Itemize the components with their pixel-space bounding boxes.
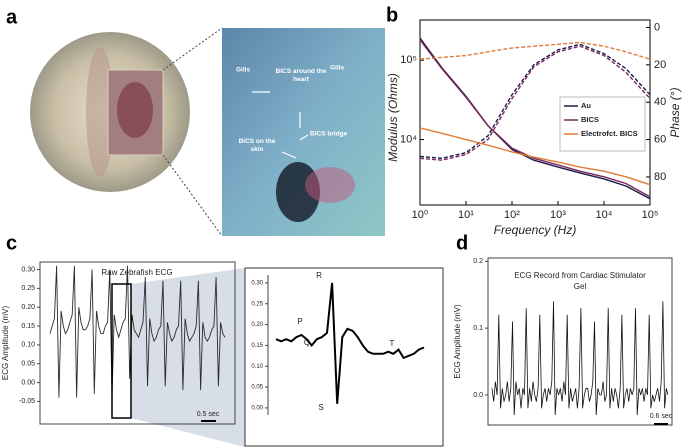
wave-label: P (297, 317, 302, 326)
y-tick-label: 0.15 (251, 343, 263, 349)
y-axis-label: Modulus (Ohms) (386, 73, 400, 162)
panel-label: b (386, 4, 398, 26)
photo-label: Gills (236, 67, 250, 74)
y-tick-label: 0.00 (21, 379, 35, 386)
ecg-trace (275, 282, 425, 404)
zoom-box (111, 283, 132, 419)
photo-label: BICS on the skin (238, 138, 276, 153)
photo-panel: Gills Gills BICS around the heart BICS b… (30, 27, 385, 237)
modulus-line (419, 39, 651, 198)
chart-title: Raw Zebrafish ECG (101, 268, 172, 277)
y2-tick-label: 60 (654, 134, 666, 146)
wave-label: Q (304, 338, 310, 347)
y-tick-label: 0.05 (21, 361, 35, 368)
y-tick-label: 0.25 (251, 301, 263, 307)
y-tick-label: 10⁵ (400, 54, 417, 66)
fish-body (86, 47, 114, 177)
panel-label: c (6, 232, 17, 254)
heart-region (117, 82, 153, 138)
x-tick-label: 10⁴ (596, 209, 613, 221)
photo-label: BICS bridge (310, 131, 348, 138)
y-tick-label: 0.15 (21, 323, 35, 330)
x-tick-label: 10³ (550, 209, 566, 221)
scale-bar-label: 0.5 sec (197, 411, 220, 418)
legend-label-box: Au (581, 101, 591, 110)
y2-tick-label: 40 (654, 96, 666, 108)
y-tick-label: -0.05 (19, 398, 35, 405)
legend-label-box: BICS (581, 115, 599, 124)
y-tick-label: 0.00 (251, 405, 263, 411)
legend-label: Au (581, 101, 591, 110)
ecg-trace (49, 265, 226, 398)
inset-frame (244, 267, 444, 447)
y-tick-label: 0.2 (473, 258, 483, 265)
x-axis-label: Frequency (Hz) (494, 223, 577, 237)
plot-frame (487, 257, 673, 426)
y-tick-label: 0.1 (473, 325, 483, 332)
arrow (299, 134, 309, 141)
y-axis-label: ECG Amplitude (mV) (1, 306, 10, 381)
phase-line (419, 43, 651, 160)
panel-label: d (456, 232, 468, 254)
zoom-line (162, 154, 223, 237)
plot-frame (39, 261, 236, 425)
legend-label-box: Electrofct. BICS (581, 129, 638, 138)
wave-label: S (318, 403, 323, 412)
chart-title: ECG Record from Cardiac Stimulator Gel (514, 271, 646, 291)
photo-label-box: BICS around the heart (275, 68, 327, 83)
zoom-line (162, 27, 223, 71)
x-tick-label: 10⁰ (412, 209, 429, 221)
photo-label: Gills (330, 65, 344, 72)
y-tick-label: 0.20 (21, 304, 35, 311)
y-tick-label: 0.30 (21, 266, 35, 273)
modulus-line (419, 127, 651, 186)
legend-label: BICS (581, 115, 599, 124)
photo-label-box: BICS on the skin (238, 138, 276, 153)
wave-label: R (316, 271, 322, 280)
x-tick-label: 10⁵ (642, 209, 659, 221)
chart-title-box: ECG Record from Cardiac Stimulator Gel (514, 271, 646, 291)
wave-label: T (390, 339, 395, 348)
y-tick-label: 0.25 (21, 285, 35, 292)
y2-tick-label: 20 (654, 59, 666, 71)
arrow (281, 151, 297, 159)
panel-label: a (6, 6, 18, 28)
y-tick-label: 0.0 (473, 392, 483, 399)
y2-tick-label: 80 (654, 171, 666, 183)
y-tick-label: 0.10 (251, 364, 263, 370)
ecg-trace (491, 301, 669, 416)
plot-frame (419, 19, 651, 206)
x-tick-label: 10² (504, 209, 520, 221)
phase-line (419, 41, 651, 60)
scale-bar-label: 0.6 sec (650, 413, 673, 420)
legend-label: Electrofct. BICS (581, 129, 638, 138)
x-tick-label: 10¹ (458, 209, 474, 221)
photo-label: BICS around the heart (275, 68, 327, 83)
y-tick-label: 0.20 (251, 322, 263, 328)
y-tick-label: 0.30 (251, 280, 263, 286)
y-tick-label: 0.10 (21, 342, 35, 349)
y2-tick-label: 0 (654, 21, 660, 33)
red-region (305, 167, 355, 203)
phase-line (419, 45, 651, 161)
y-axis-label: ECG Amplitude (mV) (453, 304, 462, 379)
y-tick-label: 10⁴ (400, 133, 417, 145)
y-tick-label: 0.05 (251, 385, 263, 391)
y2-axis-label: Phase (°) (668, 87, 682, 137)
